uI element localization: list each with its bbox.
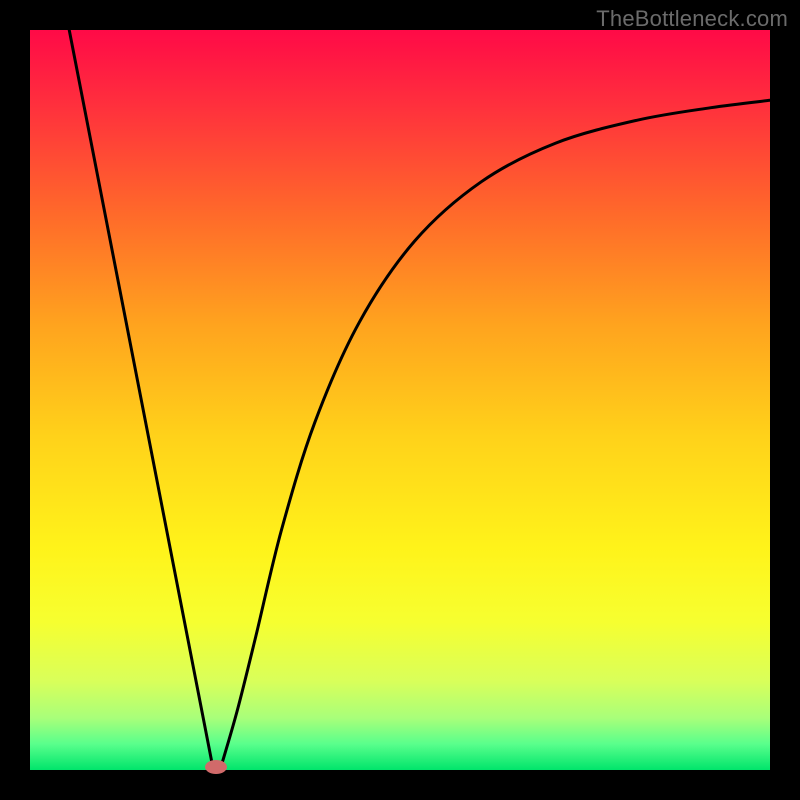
chart-container: TheBottleneck.com: [0, 0, 800, 800]
plot-area: [30, 30, 770, 770]
curve-right-branch: [221, 100, 770, 767]
curve-layer: [30, 30, 770, 770]
minimum-marker: [205, 760, 227, 774]
curve-left-branch: [69, 30, 213, 767]
watermark-text: TheBottleneck.com: [596, 6, 788, 32]
